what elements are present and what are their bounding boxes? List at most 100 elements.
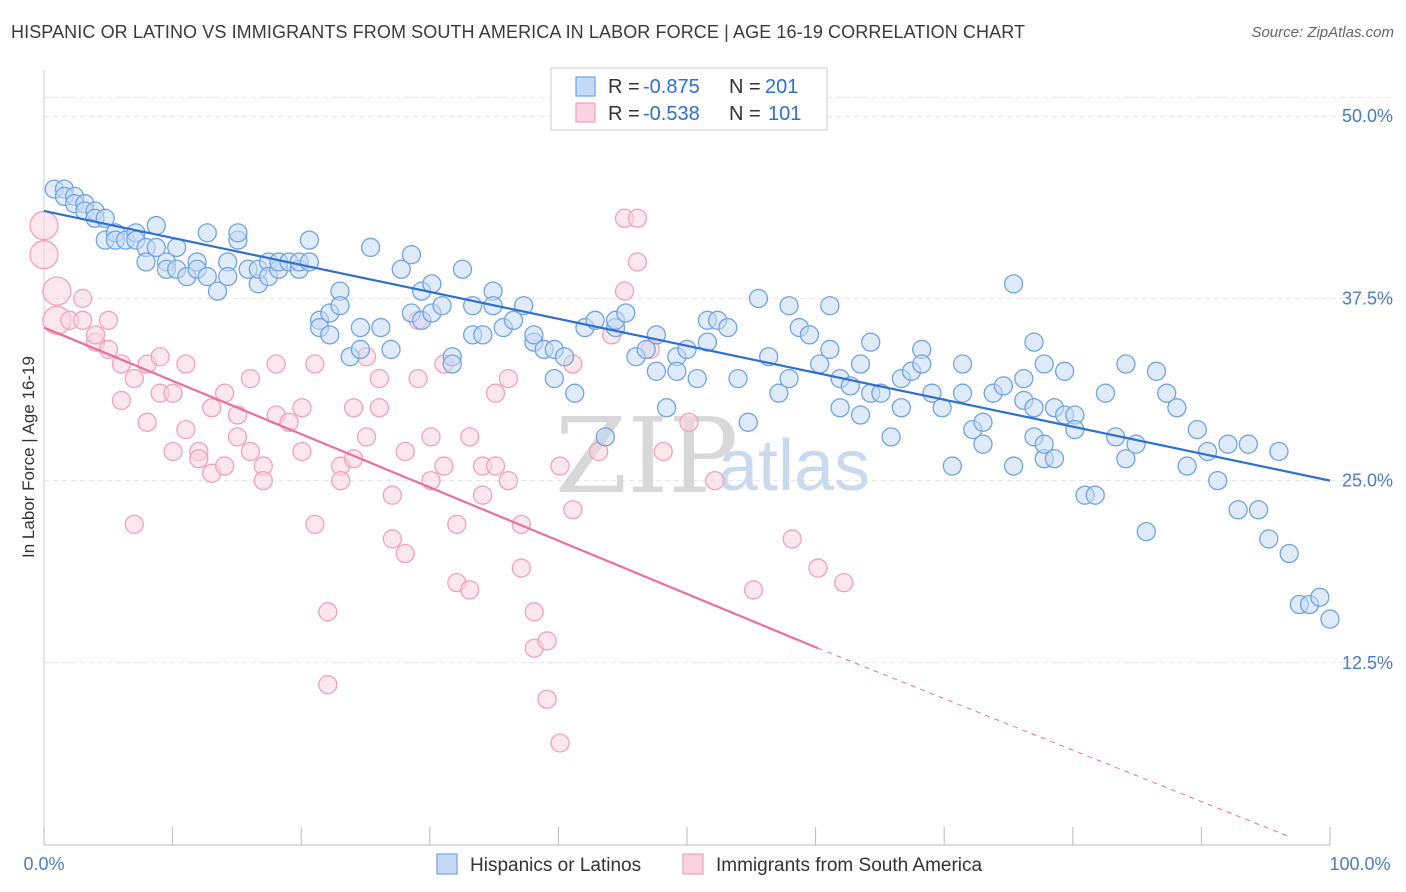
hispanic-point xyxy=(952,383,973,403)
immigrants-point xyxy=(356,427,377,447)
immigrants-point xyxy=(382,529,402,549)
hispanic-point xyxy=(1034,354,1054,374)
immigrants-point xyxy=(42,276,72,306)
y-tick-label: 25.0% xyxy=(1342,471,1393,491)
immigrants-point xyxy=(369,398,390,418)
immigrants-point xyxy=(511,558,531,578)
hispanic-point xyxy=(861,332,881,352)
hispanic-point xyxy=(912,354,932,374)
immigrants-point xyxy=(369,368,390,389)
immigrants-point xyxy=(627,208,648,228)
watermark-zip: ZIP xyxy=(555,395,738,517)
legend-n-value-1: 201 xyxy=(765,76,798,98)
hispanic-point xyxy=(616,303,636,323)
hispanic-point xyxy=(799,325,820,345)
immigrants-point xyxy=(240,368,261,389)
immigrants-point xyxy=(550,733,570,753)
immigrants-point xyxy=(163,441,183,462)
immigrants-point xyxy=(253,470,273,491)
source-credit: Source: ZipAtlas.com xyxy=(1251,24,1394,41)
immigrants-point xyxy=(266,354,286,374)
x-tick-label-min: 0.0% xyxy=(23,854,64,874)
hispanic-point xyxy=(1014,368,1034,389)
hispanic-point xyxy=(1238,434,1258,454)
hispanic-point xyxy=(748,288,769,309)
hispanic-point xyxy=(350,339,371,360)
hispanic-point xyxy=(391,259,411,279)
immigrants-point xyxy=(472,485,493,505)
hispanic-point xyxy=(1024,398,1044,418)
hispanic-point xyxy=(942,456,963,476)
immigrants-point xyxy=(305,514,325,534)
immigrants-point xyxy=(318,675,338,695)
bottom-legend-label-2: Immigrants from South America xyxy=(716,855,983,876)
legend-r-value-1: -0.875 xyxy=(643,76,700,98)
hispanic-point xyxy=(432,296,452,316)
immigrants-point xyxy=(485,456,506,476)
hispanic-point xyxy=(1310,587,1330,607)
hispanic-point xyxy=(1054,361,1075,381)
hispanic-point xyxy=(1177,456,1197,476)
hispanic-point xyxy=(1003,456,1024,476)
immigrants-point xyxy=(408,368,428,389)
hispanic-point xyxy=(718,317,738,338)
hispanic-point xyxy=(850,354,871,374)
hispanic-point xyxy=(667,361,687,381)
immigrants-point xyxy=(176,419,196,440)
immigrants-point xyxy=(460,580,480,600)
hispanic-point xyxy=(871,383,891,403)
hispanic-point xyxy=(891,398,911,418)
immigrants-point xyxy=(537,631,557,651)
hispanic-point xyxy=(1065,419,1085,440)
hispanic-point xyxy=(218,266,238,287)
hispanic-point xyxy=(1095,383,1116,403)
immigrants-point xyxy=(111,390,132,411)
top-legend: R = -0.875 N = 201 R = -0.538 N = 101 xyxy=(550,67,828,131)
hispanic-point xyxy=(850,405,871,425)
immigrants-point xyxy=(447,514,467,534)
immigrants-point xyxy=(150,347,170,367)
immigrants-point xyxy=(395,441,415,462)
x-tick-marks xyxy=(43,827,1331,845)
immigrants-point xyxy=(137,412,157,432)
hispanic-point xyxy=(565,383,585,403)
immigrants-point xyxy=(537,689,557,709)
immigrants-point xyxy=(98,310,119,330)
hispanic-point xyxy=(1279,543,1299,564)
hispanic-point xyxy=(1269,441,1289,462)
hispanic-point xyxy=(1044,449,1065,469)
hispanic-point xyxy=(1146,361,1167,381)
hispanic-point xyxy=(993,376,1014,396)
immigrants-point xyxy=(124,514,144,534)
hispanic-point xyxy=(197,223,217,243)
y-tick-label: 50.0% xyxy=(1342,106,1393,126)
immigrants-point xyxy=(460,427,480,447)
bottom-legend-label-1: Hispanics or Latinos xyxy=(470,855,641,876)
hispanic-point xyxy=(401,245,422,265)
immigrants-point xyxy=(705,470,725,491)
hispanic-point xyxy=(595,427,615,447)
immigrants-point xyxy=(614,281,635,301)
hispanic-point xyxy=(881,427,901,447)
legend-n-label-1: N = xyxy=(729,76,761,98)
hispanic-point xyxy=(830,398,850,418)
immigrants-point xyxy=(85,325,106,345)
immigrants-point xyxy=(305,354,325,374)
immigrants-point xyxy=(498,470,519,491)
hispanic-point xyxy=(1003,274,1024,294)
hispanic-point xyxy=(442,354,462,374)
hispanic-point xyxy=(146,237,166,258)
hispanic-point xyxy=(146,215,166,236)
hispanic-point xyxy=(320,325,340,345)
hispanic-point xyxy=(1136,521,1156,542)
immigrants-point xyxy=(189,449,209,469)
immigrants-point xyxy=(834,572,854,593)
y-tick-label: 12.5% xyxy=(1342,653,1393,673)
hispanic-point xyxy=(1167,398,1187,418)
immigrants-point xyxy=(782,529,802,549)
immigrants-point xyxy=(524,602,544,622)
immigrants-point xyxy=(563,500,583,520)
hispanic-point xyxy=(779,368,799,389)
hispanic-point xyxy=(1157,383,1177,403)
